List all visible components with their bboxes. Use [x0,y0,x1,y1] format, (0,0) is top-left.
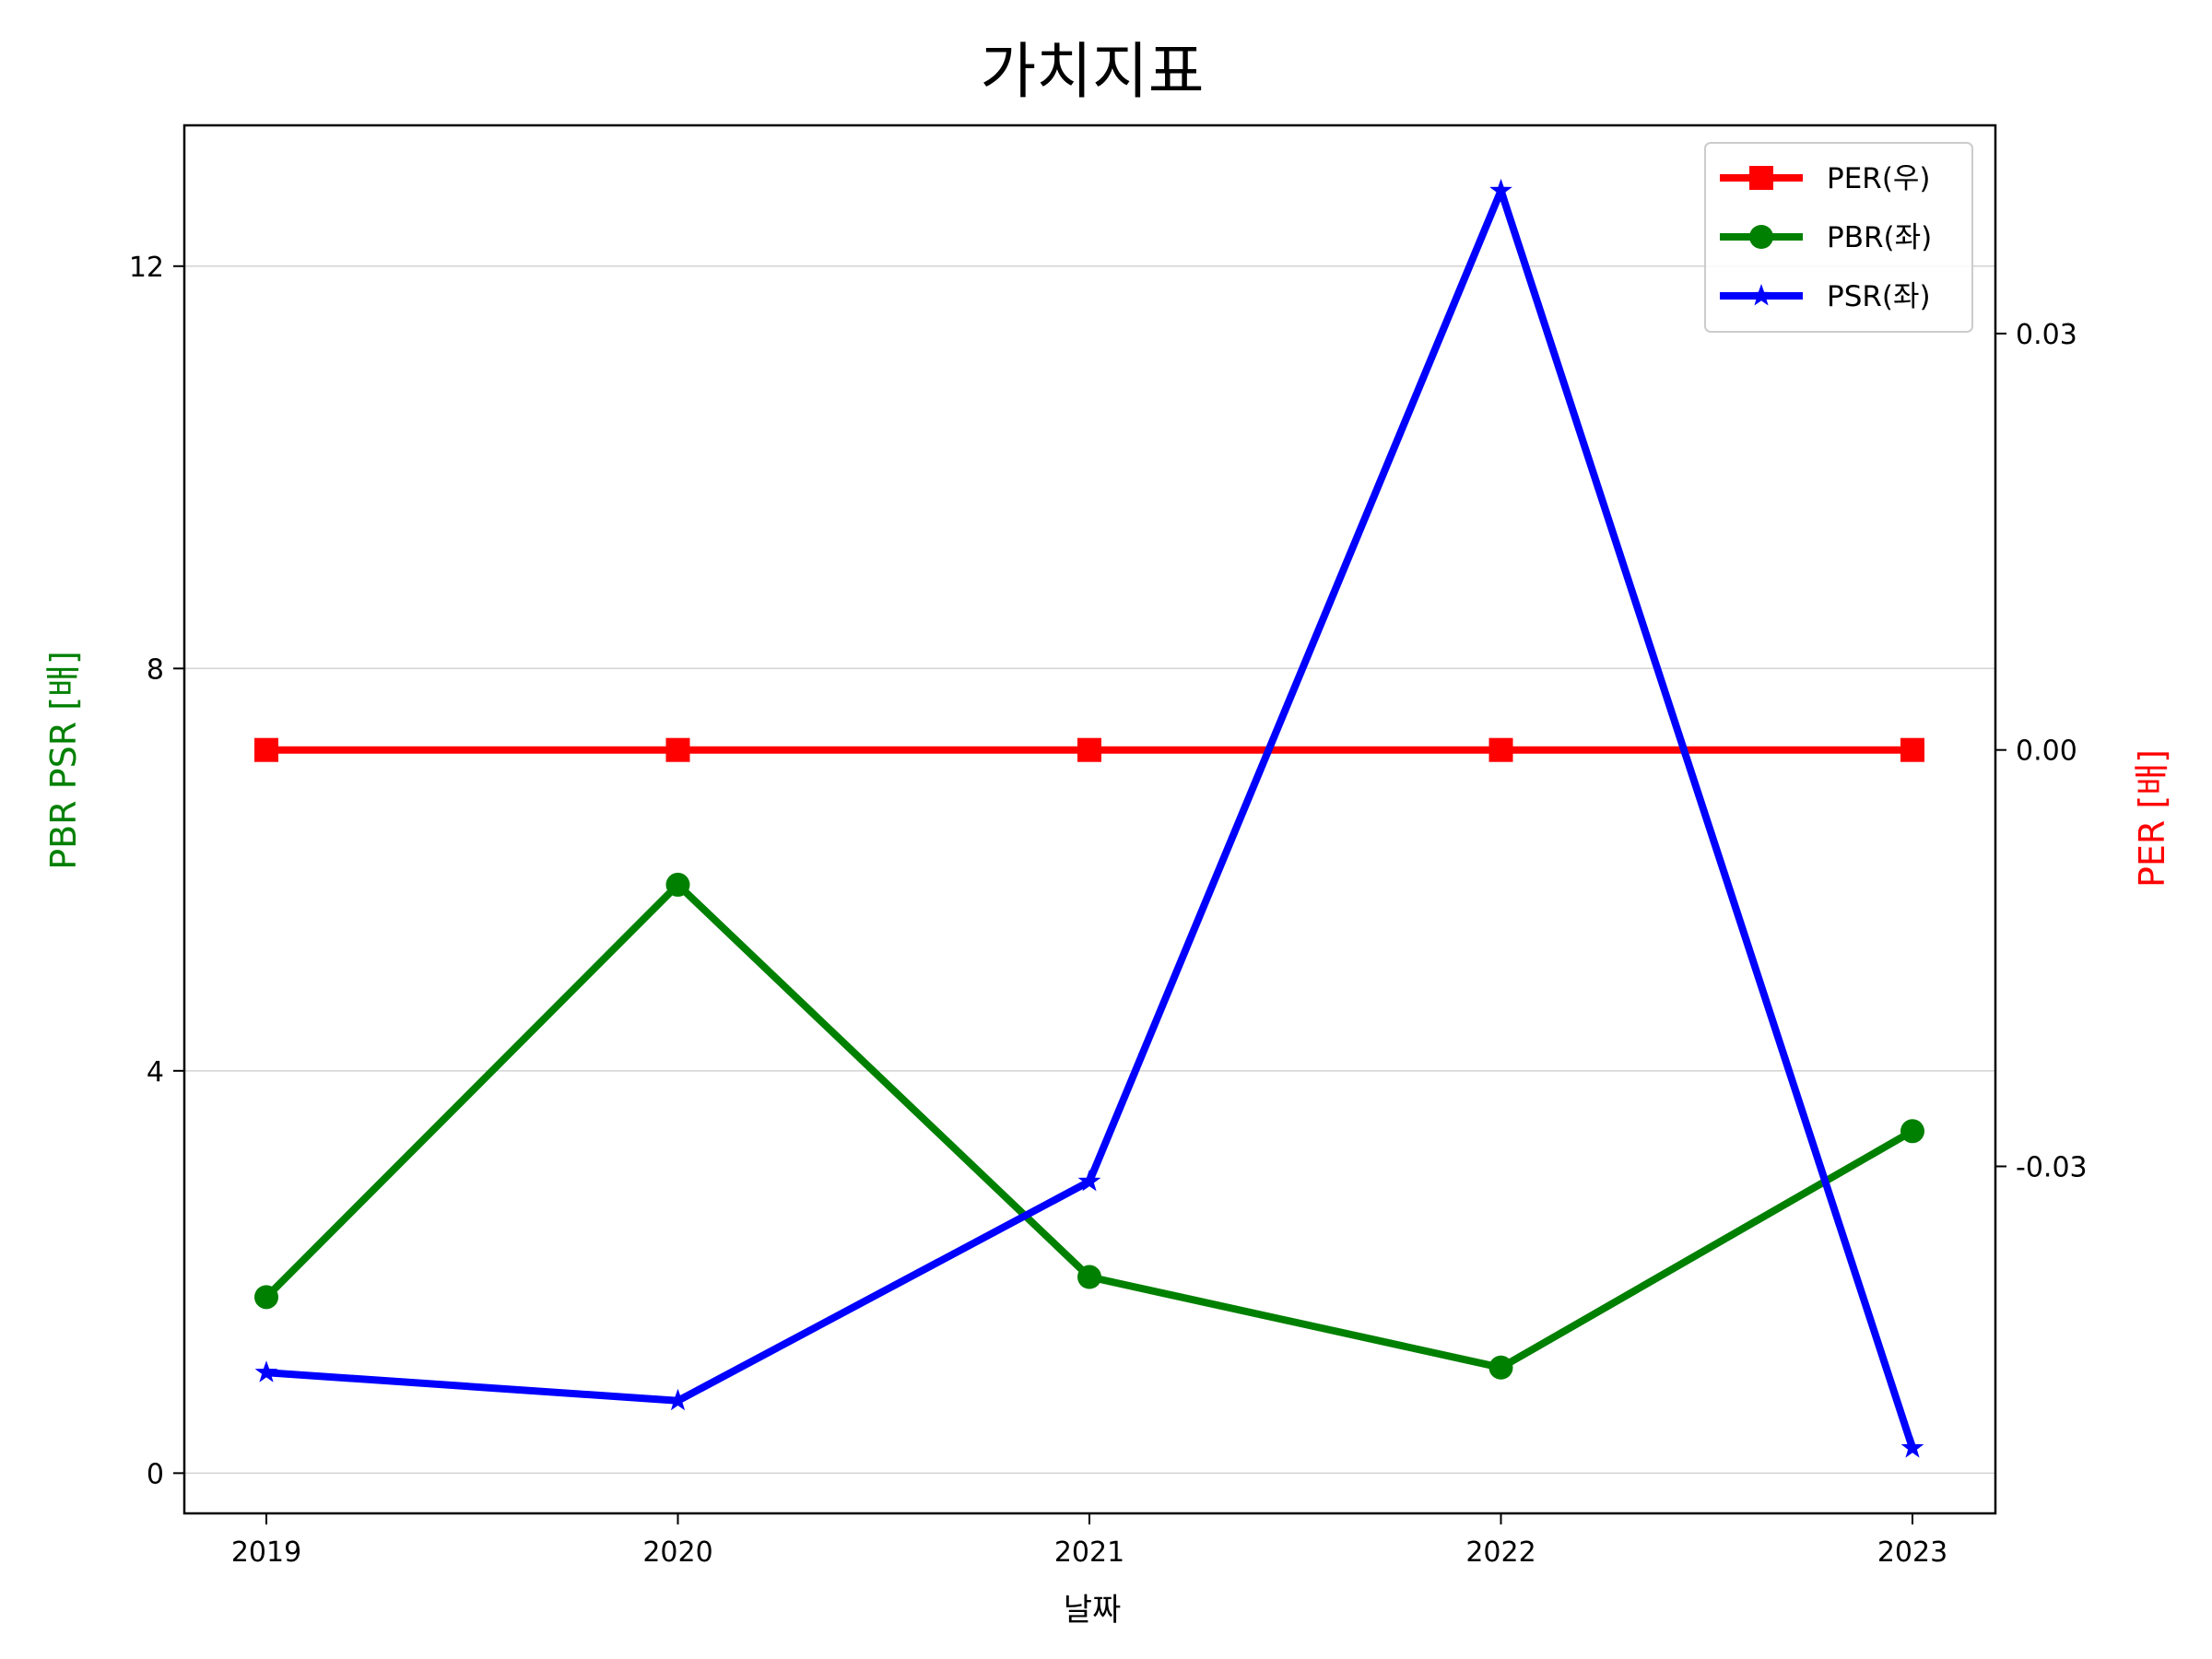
chart-title: 가치지표 [981,36,1205,107]
y-left-tick-label: 0 [147,1458,164,1490]
legend-box [1704,142,1973,333]
y-axis-right-label: PER [배] [2132,749,2172,888]
legend: PER(우) PBR(좌) PSR(좌) [1704,142,1973,333]
data-point [665,872,690,897]
data-point [1488,1355,1513,1380]
series-line [263,186,1916,1453]
series-PER(우) [254,737,1924,762]
x-tick-label: 2022 [1465,1536,1535,1569]
data-point [254,1285,278,1310]
x-tick-label: 2020 [642,1536,712,1569]
data-point [1900,1436,1924,1458]
data-point [665,737,690,762]
axes: 0 4 8 12 -0.03 0.00 0.03 2019 2020 2021 2022 2023 [129,252,2088,1569]
data-point [254,737,278,762]
data-point [254,1360,278,1382]
data-point [1077,1265,1101,1289]
x-tick-label: 2019 [231,1536,301,1569]
legend-swatch-marker [1749,284,1773,306]
y-left-tick-label: 8 [147,653,164,686]
legend-swatch-marker [1749,166,1773,190]
series-layer [254,178,1924,1458]
x-tick-label: 2023 [1877,1536,1947,1569]
legend-label: PBR(좌) [1827,221,1932,254]
series-PBR(좌) [254,872,1924,1380]
data-point [1077,737,1101,762]
data-point [1900,737,1924,762]
data-point [1488,737,1513,762]
y-right-tick-label: -0.03 [2016,1152,2088,1184]
y-left-tick-label: 4 [147,1056,164,1088]
y-axis-left-label: PBR PSR [배] [43,651,84,870]
data-point [666,1388,689,1411]
legend-label: PSR(좌) [1827,280,1931,313]
series-line [263,880,1916,1371]
y-left-tick-label: 12 [129,252,164,284]
series-PSR(좌) [254,178,1924,1458]
data-point [1900,1119,1924,1144]
data-point [1489,178,1512,201]
y-right-tick-label: 0.03 [2016,319,2077,351]
grid-lines [184,265,1995,1475]
legend-label: PER(우) [1827,162,1931,195]
plot-area-frame [182,124,1997,1515]
data-point [1077,1169,1101,1192]
legend-swatch-marker [1749,225,1773,249]
y-right-tick-label: 0.00 [2016,735,2077,768]
x-tick-label: 2021 [1054,1536,1124,1569]
x-axis-label: 날짜 [1064,1592,1122,1629]
